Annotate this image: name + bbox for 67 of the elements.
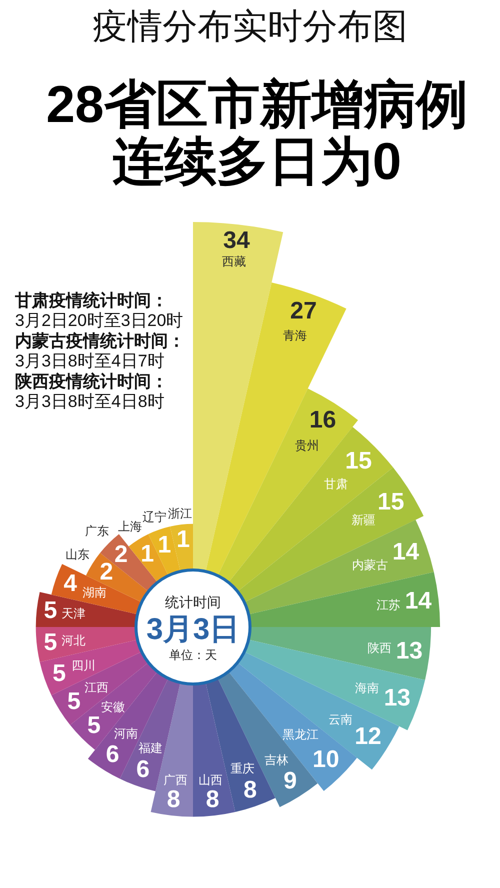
category-label: 山西 <box>198 773 222 788</box>
category-label: 西藏 <box>222 254 246 269</box>
data-label: 5 <box>44 629 58 656</box>
data-label: 1 <box>158 531 172 558</box>
data-label: 13 <box>396 637 423 664</box>
text: 3月2日20时至3日20时 <box>15 311 184 330</box>
data-label: 8 <box>166 786 180 814</box>
category-label: 河南 <box>114 726 138 740</box>
category-label: 江苏 <box>376 598 400 612</box>
data-label: 9 <box>284 768 297 795</box>
text: 28省区市新增病例连续多日为0 <box>46 76 468 191</box>
category-label: 湖南 <box>82 586 107 600</box>
category-label: 山东 <box>66 548 90 562</box>
category-label: 辽宁 <box>142 510 166 524</box>
category-label: 江西 <box>84 680 109 695</box>
category-label: 河北 <box>62 633 86 648</box>
data-label: 10 <box>312 746 340 773</box>
category-label: 海南 <box>354 680 379 695</box>
category-label: 浙江 <box>168 506 192 520</box>
data-label: 6 <box>106 741 120 768</box>
text: 内蒙古疫情统计时间： <box>15 331 185 350</box>
category-label: 上海 <box>118 520 142 534</box>
text: 疫情分布实时分布图 <box>92 7 408 46</box>
category-label: 广东 <box>85 524 110 538</box>
data-label: 8 <box>243 776 257 804</box>
category-label: 新疆 <box>351 512 376 527</box>
text: 3月3日8时至4日8时 <box>15 392 164 411</box>
data-label: 5 <box>44 596 58 624</box>
data-label: 15 <box>345 448 372 475</box>
data-label: 2 <box>114 541 128 568</box>
data-label: 14 <box>404 588 432 615</box>
data-label: 16 <box>309 406 336 434</box>
data-label: 15 <box>378 488 404 516</box>
data-label: 27 <box>290 297 317 324</box>
data-label: 5 <box>87 712 101 740</box>
category-label: 黑龙江 <box>282 727 318 742</box>
data-label: 6 <box>136 756 150 784</box>
category-label: 甘肃 <box>324 476 348 491</box>
data-label: 8 <box>206 786 220 814</box>
text: 统计时间 <box>165 594 221 610</box>
data-label: 14 <box>392 538 420 566</box>
category-label: 安徽 <box>100 700 125 714</box>
data-label: 1 <box>176 526 190 554</box>
category-label: 云南 <box>328 712 352 727</box>
category-label: 四川 <box>71 658 96 672</box>
category-label: 天津 <box>62 606 86 621</box>
data-label: 5 <box>52 660 66 687</box>
category-label: 福建 <box>138 741 163 756</box>
text: 甘肃疫情统计时间： <box>14 291 168 310</box>
category-label: 广西 <box>164 773 188 788</box>
data-label: 4 <box>64 570 78 598</box>
category-label: 吉林 <box>264 752 289 767</box>
data-label: 1 <box>140 540 154 568</box>
text: 3月3日8时至4日7时 <box>15 352 164 371</box>
text: 单位：天 <box>169 648 217 662</box>
data-label: 34 <box>223 226 250 254</box>
text: 3月3日 <box>146 613 240 646</box>
data-label: 13 <box>384 684 411 712</box>
data-label: 5 <box>67 688 81 715</box>
category-label: 内蒙古 <box>352 558 388 572</box>
text: 陕西疫情统计时间： <box>15 372 168 391</box>
data-label: 2 <box>100 558 114 586</box>
category-label: 青海 <box>283 328 308 342</box>
category-label: 重庆 <box>230 761 254 776</box>
data-label: 12 <box>354 722 382 750</box>
category-label: 陕西 <box>367 641 392 656</box>
category-label: 贵州 <box>295 438 320 452</box>
